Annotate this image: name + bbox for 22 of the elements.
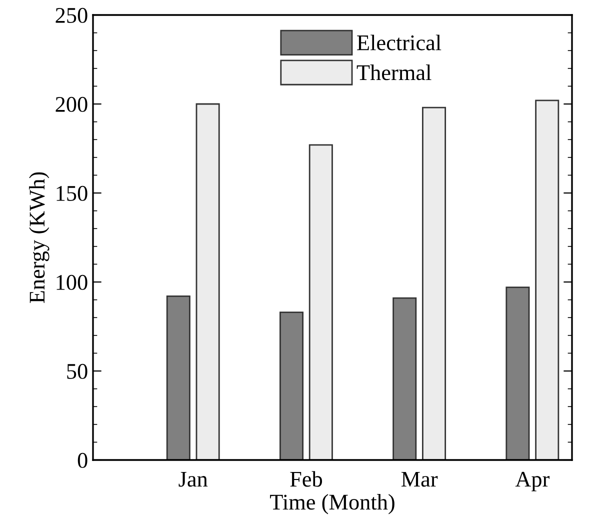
bar xyxy=(196,103,220,460)
legend-label: Thermal xyxy=(356,64,432,80)
y-tick-label: 100 xyxy=(56,274,88,290)
legend-label: Electrical xyxy=(357,34,442,50)
bar xyxy=(535,100,560,460)
bar xyxy=(279,312,304,460)
bar xyxy=(392,297,417,460)
bar xyxy=(166,296,190,460)
y-tick-label: 50 xyxy=(67,364,88,379)
x-tick-label: Jan xyxy=(178,472,208,487)
y-tick-label: 250 xyxy=(56,8,88,23)
y-tick-label: 150 xyxy=(56,186,88,201)
y-tick-label: 200 xyxy=(56,96,88,112)
x-tick-label: Feb xyxy=(290,471,322,487)
y-tick-label: 0 xyxy=(78,452,88,468)
y-axis-title: Energy (KWh) xyxy=(29,172,50,303)
x-tick-label: Mar xyxy=(401,472,438,487)
x-tick-label: Apr xyxy=(515,472,550,492)
x-axis-title: Time (Month) xyxy=(270,494,394,514)
bar xyxy=(308,144,333,460)
bar xyxy=(506,286,530,460)
bar xyxy=(422,106,446,460)
